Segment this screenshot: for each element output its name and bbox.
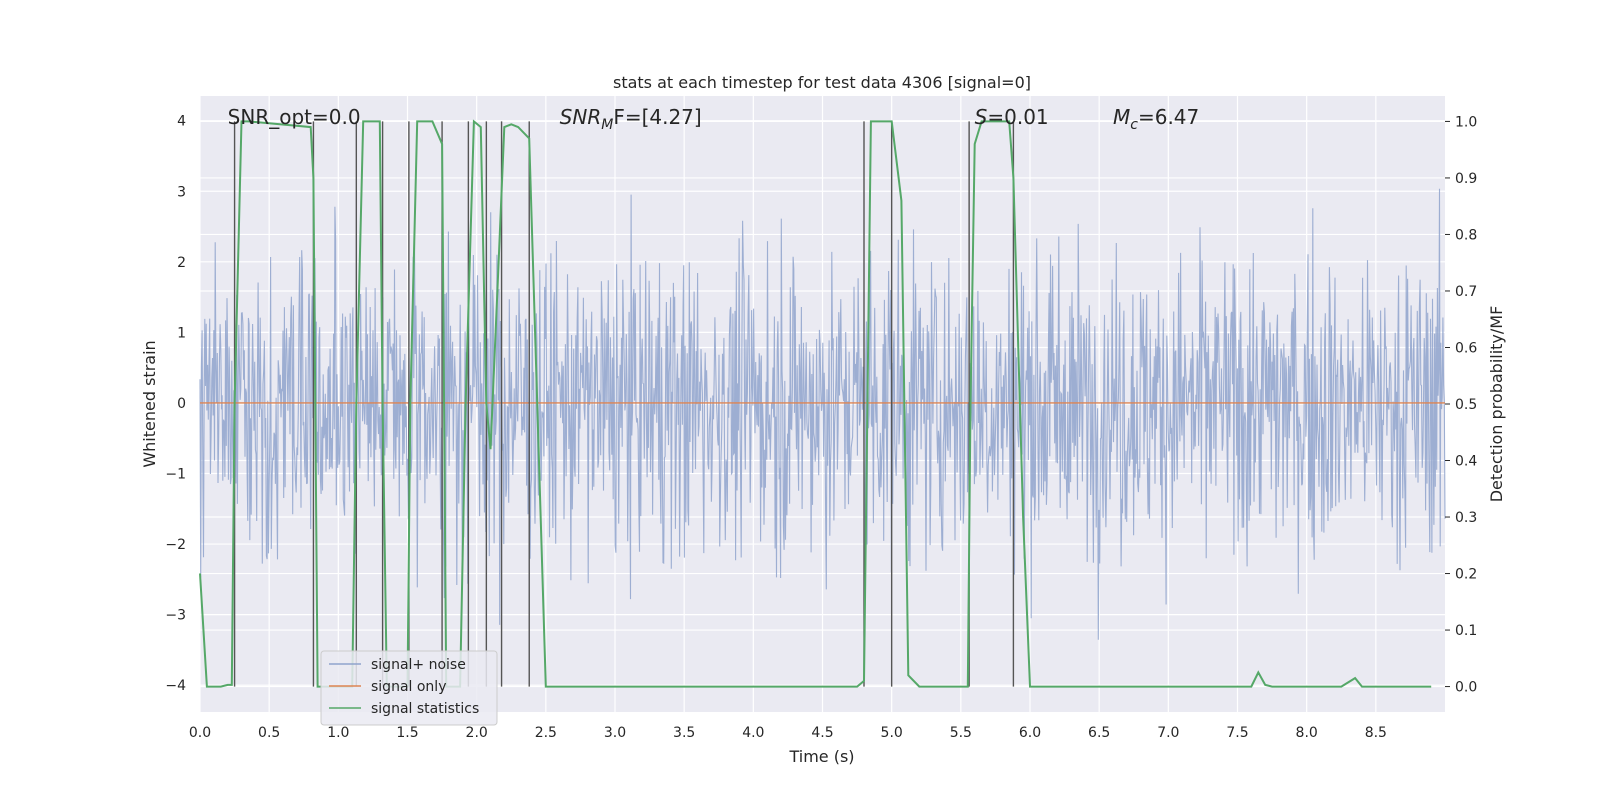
x-tick-label: 5.5 (950, 725, 972, 741)
annotation-snr-opt: SNR_opt=0.0 (228, 105, 361, 129)
statistics-line (199, 119, 1432, 688)
y-left-tick-label: 1 (177, 325, 186, 341)
y-right-tick-label: 0.0 (1455, 680, 1477, 696)
legend-label-noise: signal+ noise (371, 657, 466, 673)
y-left-tick-label: −1 (165, 467, 186, 483)
x-tick-label: 0.0 (189, 725, 211, 741)
noise-line (199, 188, 1446, 640)
x-tick-label: 7.0 (1157, 725, 1179, 741)
x-tick-label: 3.0 (604, 725, 626, 741)
y-right-tick-label: 0.2 (1455, 567, 1477, 583)
y-left-tick-label: −4 (165, 678, 186, 694)
x-tick-label: 8.0 (1296, 725, 1318, 741)
annotations: SNR_opt=0.0 SNRMF=[4.27] S=0.01 Mc=6.47 (228, 105, 1200, 133)
y-right-tick-label: 0.9 (1455, 171, 1477, 187)
y-right-tick-label: 0.6 (1455, 340, 1477, 356)
legend-label-signal-only: signal only (371, 679, 446, 695)
y-right-axis-ticks: 1.0 0.9 0.8 0.7 0.6 0.5 0.4 0.3 0.2 0.1 0.0 (1445, 114, 1477, 696)
x-tick-label: 6.5 (1088, 725, 1110, 741)
y-left-tick-label: −2 (165, 537, 186, 553)
x-tick-label: 4.0 (742, 725, 764, 741)
x-tick-label: 6.0 (1019, 725, 1041, 741)
y-left-tick-label: 2 (177, 255, 186, 271)
y-left-axis-ticks: 4 3 2 1 0 −1 −2 −3 −4 (165, 114, 186, 694)
x-tick-label: 5.0 (881, 725, 903, 741)
x-tick-label: 0.5 (258, 725, 280, 741)
signal-statistics-series (199, 119, 1432, 688)
annotation-mc: Mc=6.47 (1113, 105, 1199, 133)
y-left-tick-label: 0 (177, 396, 186, 412)
signal-noise-series (199, 188, 1446, 640)
y-right-tick-label: 0.1 (1455, 623, 1477, 639)
y-right-axis-label: Detection probability/MF (1487, 306, 1506, 503)
x-tick-label: 2.0 (466, 725, 488, 741)
legend: signal+ noise signal only signal statist… (320, 650, 498, 726)
y-left-axis-label: Whitened strain (140, 340, 159, 467)
y-right-tick-label: 0.3 (1455, 510, 1477, 526)
x-tick-label: 1.0 (327, 725, 349, 741)
x-tick-label: 3.5 (673, 725, 695, 741)
x-tick-label: 8.5 (1365, 725, 1387, 741)
y-right-tick-label: 0.7 (1455, 284, 1477, 300)
y-right-tick-label: 0.5 (1455, 397, 1477, 413)
y-right-tick-label: 0.4 (1455, 454, 1477, 470)
x-tick-label: 7.5 (1226, 725, 1248, 741)
x-axis-label: Time (s) (788, 747, 854, 766)
x-tick-label: 2.5 (535, 725, 557, 741)
chart-title: stats at each timestep for test data 430… (613, 73, 1031, 92)
x-tick-label: 1.5 (396, 725, 418, 741)
y-left-tick-label: 4 (177, 114, 186, 130)
y-left-tick-label: −3 (165, 608, 186, 624)
x-tick-label: 4.5 (811, 725, 833, 741)
legend-box (320, 650, 498, 726)
annotation-snr-mf: SNRMF=[4.27] (560, 105, 702, 133)
legend-label-statistics: signal statistics (371, 701, 479, 717)
x-axis-ticks: 0.0 0.5 1.0 1.5 2.0 2.5 3.0 3.5 4.0 4.5 5.0 5.5 6.0 6… (189, 725, 1387, 741)
annotation-s-stat: S=0.01 (975, 105, 1049, 129)
y-left-tick-label: 3 (177, 184, 186, 200)
y-right-tick-label: 0.8 (1455, 227, 1477, 243)
y-right-tick-label: 1.0 (1455, 114, 1477, 130)
